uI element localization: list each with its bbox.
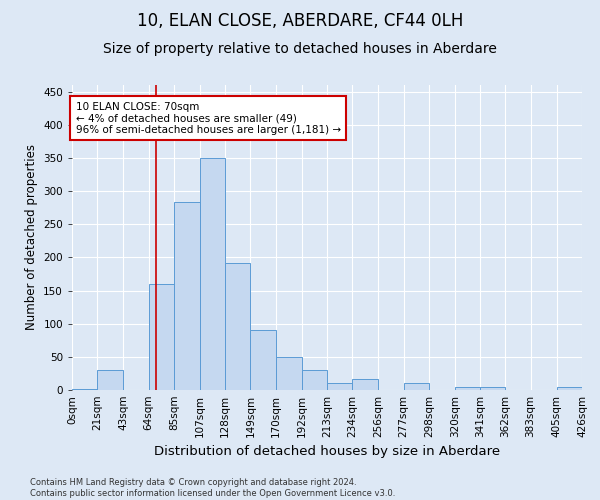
Bar: [72, 388, 97, 390]
Bar: [225, 262, 250, 390]
Text: Size of property relative to detached houses in Aberdare: Size of property relative to detached ho…: [103, 42, 497, 56]
Bar: [327, 384, 352, 390]
Bar: [275, 357, 302, 390]
Bar: [480, 386, 505, 390]
Bar: [200, 158, 225, 390]
Text: 10 ELAN CLOSE: 70sqm
← 4% of detached houses are smaller (49)
96% of semi-detach: 10 ELAN CLOSE: 70sqm ← 4% of detached ho…: [76, 102, 341, 135]
Bar: [174, 202, 200, 390]
Bar: [352, 378, 379, 390]
Bar: [302, 370, 327, 390]
Y-axis label: Number of detached properties: Number of detached properties: [25, 144, 38, 330]
Bar: [97, 370, 124, 390]
Bar: [404, 384, 429, 390]
Bar: [557, 386, 582, 390]
Text: 10, ELAN CLOSE, ABERDARE, CF44 0LH: 10, ELAN CLOSE, ABERDARE, CF44 0LH: [137, 12, 463, 30]
Text: Contains HM Land Registry data © Crown copyright and database right 2024.
Contai: Contains HM Land Registry data © Crown c…: [30, 478, 395, 498]
Bar: [149, 284, 174, 390]
Bar: [250, 330, 275, 390]
X-axis label: Distribution of detached houses by size in Aberdare: Distribution of detached houses by size …: [154, 446, 500, 458]
Bar: [455, 386, 480, 390]
